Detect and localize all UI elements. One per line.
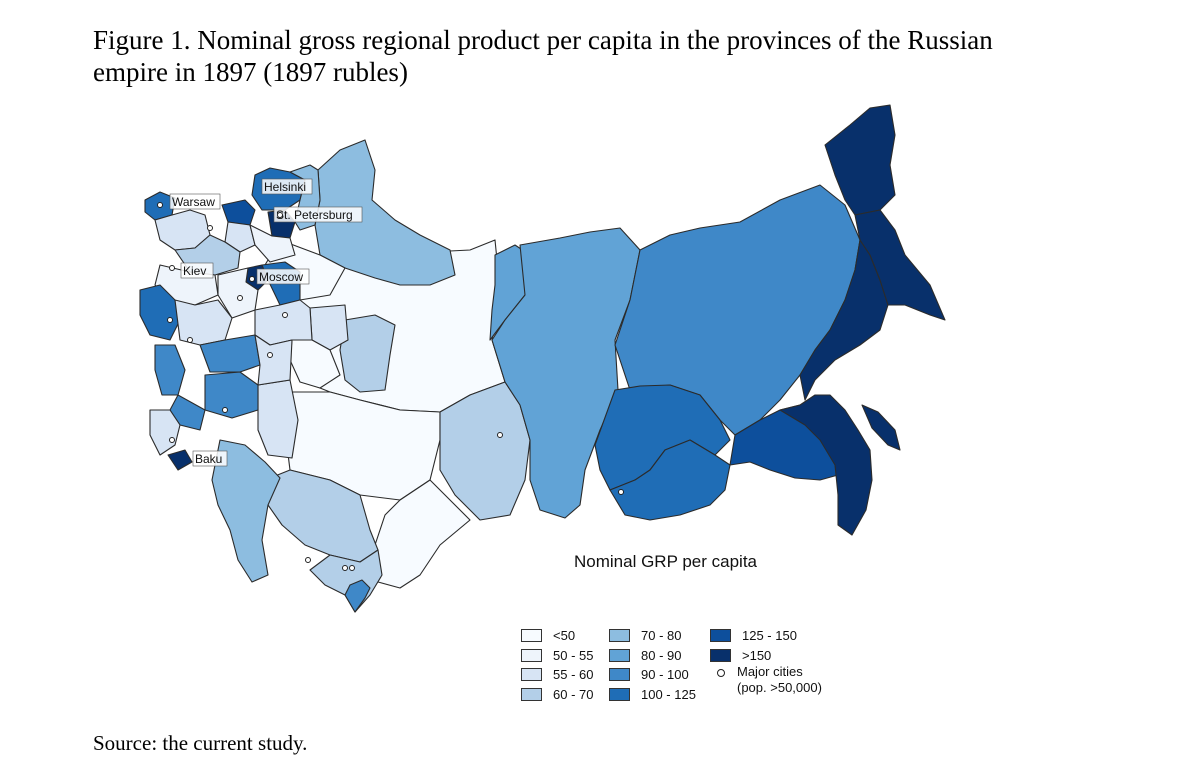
region-fergana bbox=[344, 579, 371, 613]
city-dot bbox=[187, 337, 193, 343]
city-dot bbox=[349, 565, 355, 571]
city-label-st-petersburg: St. Petersburg bbox=[276, 208, 353, 222]
legend-swatch bbox=[609, 687, 630, 701]
region-turkestan bbox=[374, 479, 471, 589]
legend-label: 60 - 70 bbox=[553, 686, 594, 702]
legend-swatch bbox=[521, 648, 542, 662]
region-kamchatka bbox=[854, 209, 946, 321]
legend-swatch bbox=[521, 667, 542, 681]
region-central-b bbox=[217, 267, 259, 319]
city-label-kiev: Kiev bbox=[183, 264, 206, 278]
city-label-warsaw: Warsaw bbox=[172, 195, 215, 209]
city-label-helsinki: Helsinki bbox=[264, 180, 306, 194]
city-dot bbox=[167, 317, 173, 323]
legend-item: 60 - 70 bbox=[521, 685, 593, 703]
legend-label: 90 - 100 bbox=[641, 666, 689, 682]
region-baku bbox=[167, 449, 193, 471]
city-dot bbox=[169, 265, 175, 271]
legend-swatch bbox=[710, 648, 731, 662]
legend-item: 90 - 100 bbox=[609, 665, 689, 683]
figure-caption: Figure 1. Nominal gross regional product… bbox=[93, 24, 1093, 88]
legend-swatch bbox=[710, 628, 731, 642]
legend-title: Nominal GRP per capita bbox=[574, 552, 757, 571]
legend-item: <50 bbox=[521, 626, 575, 644]
city-dot-icon bbox=[717, 669, 725, 677]
city-dot bbox=[237, 295, 243, 301]
city-kiev: Kiev bbox=[180, 262, 214, 279]
region-crimea bbox=[169, 394, 206, 431]
region-kuban bbox=[149, 409, 181, 456]
city-dot bbox=[305, 557, 311, 563]
region-pskov bbox=[249, 224, 296, 263]
legend-cities-line1: Major cities bbox=[737, 664, 803, 679]
region-ufa bbox=[289, 339, 341, 389]
city-helsinki: Helsinki bbox=[261, 178, 313, 195]
city-dot bbox=[169, 437, 175, 443]
region-podolia bbox=[139, 284, 181, 341]
city-st-petersburg: St. Petersburg bbox=[273, 206, 363, 223]
caption-line-2: empire in 1897 (1897 rubles) bbox=[93, 57, 408, 87]
city-label-moscow: Moscow bbox=[259, 270, 303, 284]
legend-label: 50 - 55 bbox=[553, 647, 594, 663]
city-dot bbox=[207, 225, 213, 231]
region-perm bbox=[339, 314, 396, 393]
region-okhotsk bbox=[824, 104, 896, 216]
legend-item: 55 - 60 bbox=[521, 665, 593, 683]
legend-label: 55 - 60 bbox=[553, 666, 594, 682]
legend-swatch bbox=[609, 648, 630, 662]
city-warsaw: Warsaw bbox=[169, 193, 221, 210]
legend-cities-line2: (pop. >50,000) bbox=[737, 680, 822, 695]
city-dot bbox=[267, 352, 273, 358]
legend-item: 50 - 55 bbox=[521, 646, 593, 664]
legend-item: 100 - 125 bbox=[609, 685, 696, 703]
legend-label: <50 bbox=[553, 627, 576, 643]
city-dot bbox=[157, 202, 163, 208]
region-saratov bbox=[254, 334, 293, 386]
legend-swatch bbox=[609, 667, 630, 681]
source-note: Source: the current study. bbox=[93, 731, 308, 755]
region-primorye bbox=[779, 394, 873, 536]
legend-item: 70 - 80 bbox=[609, 626, 681, 644]
legend-major-cities: Major cities (pop. >50,000) bbox=[716, 664, 822, 696]
city-dot bbox=[618, 489, 624, 495]
city-dot bbox=[222, 407, 228, 413]
city-dot bbox=[249, 276, 255, 282]
region-tomsk bbox=[491, 227, 641, 519]
region-semipalatinsk bbox=[439, 381, 531, 521]
legend-label: 100 - 125 bbox=[641, 686, 696, 702]
region-kherson bbox=[174, 299, 233, 346]
city-dot bbox=[282, 312, 288, 318]
legend-swatch bbox=[609, 628, 630, 642]
major-city-dots bbox=[157, 202, 624, 571]
legend-label: 125 - 150 bbox=[742, 627, 797, 643]
city-baku: Baku bbox=[192, 450, 228, 467]
legend-label: 70 - 80 bbox=[641, 627, 682, 643]
city-label-baku: Baku bbox=[195, 452, 222, 466]
caption-line-1: Figure 1. Nominal gross regional product… bbox=[93, 25, 993, 55]
region-livland bbox=[224, 221, 256, 253]
legend-label: 80 - 90 bbox=[641, 647, 682, 663]
legend-swatch bbox=[521, 687, 542, 701]
legend-item: 80 - 90 bbox=[609, 646, 681, 664]
city-moscow: Moscow bbox=[256, 268, 310, 285]
city-dot bbox=[342, 565, 348, 571]
legend-label: >150 bbox=[742, 647, 772, 663]
legend-item: 125 - 150 bbox=[710, 626, 797, 644]
legend-swatch bbox=[521, 628, 542, 642]
city-dot bbox=[277, 212, 283, 218]
region-estland bbox=[221, 199, 256, 226]
region-caucasus bbox=[211, 439, 281, 583]
region-arkhangelsk bbox=[314, 139, 456, 286]
region-sakhalin bbox=[861, 404, 901, 451]
city-dot bbox=[497, 432, 503, 438]
legend-item: >150 bbox=[710, 646, 771, 664]
